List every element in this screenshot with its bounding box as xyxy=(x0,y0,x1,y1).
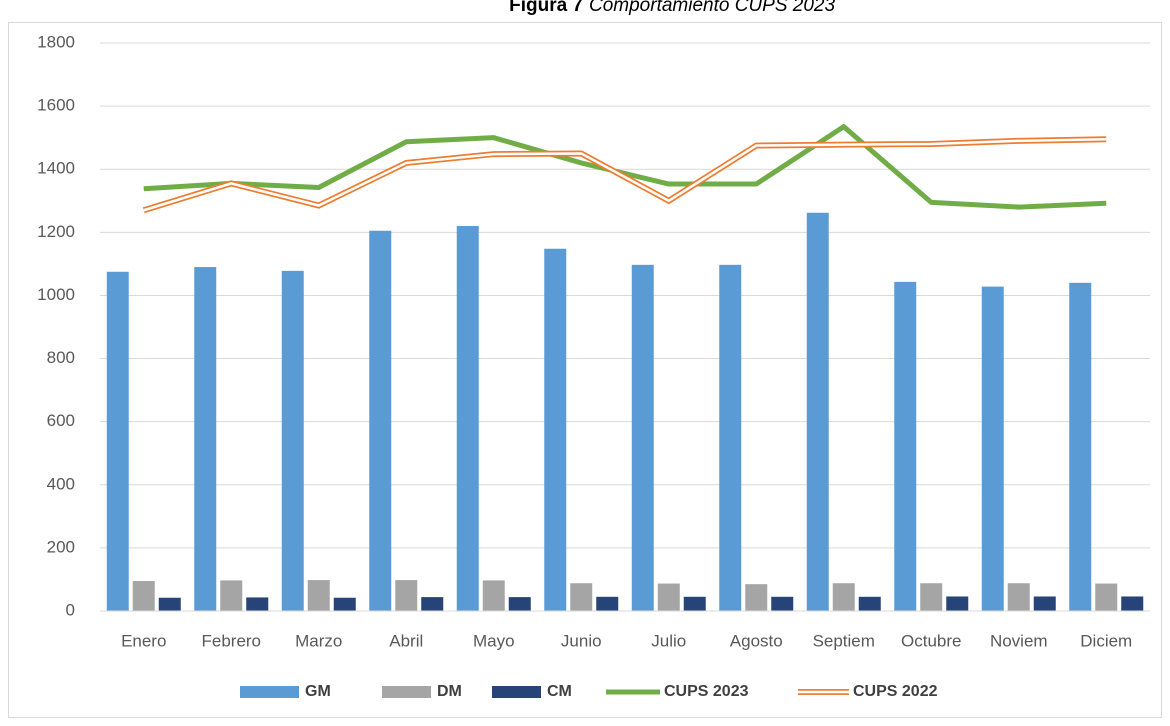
line xyxy=(143,124,1107,210)
x-tick-label: Octubre xyxy=(901,631,961,650)
bar xyxy=(657,583,680,611)
x-tick-label: Abril xyxy=(389,631,423,650)
y-tick-label: 1600 xyxy=(37,96,75,115)
bar xyxy=(194,267,217,611)
y-tick-label: 400 xyxy=(47,474,75,493)
x-tick-label: Noviem xyxy=(990,631,1048,650)
y-tick-label: 0 xyxy=(66,600,75,619)
chart-title: Comportamiento CUPS 2023 xyxy=(589,0,835,16)
legend-swatch xyxy=(382,686,431,698)
bar xyxy=(771,596,794,611)
x-tick-label: Septiem xyxy=(813,631,875,650)
y-tick-label: 1800 xyxy=(37,32,75,51)
y-tick-label: 800 xyxy=(47,348,75,367)
x-tick-label: Diciem xyxy=(1080,631,1132,650)
bar xyxy=(894,281,917,611)
bar xyxy=(333,597,356,611)
bar xyxy=(132,581,155,611)
y-tick-label: 600 xyxy=(47,411,75,430)
bar xyxy=(246,597,269,611)
y-tick-label: 200 xyxy=(47,537,75,556)
bar xyxy=(1095,583,1118,611)
bar xyxy=(858,596,881,611)
y-tick-label: 1200 xyxy=(37,222,75,241)
y-tick-label: 1000 xyxy=(37,285,75,304)
bar xyxy=(570,583,593,611)
bar xyxy=(482,580,505,611)
bar xyxy=(421,597,444,611)
bar xyxy=(596,596,619,611)
bar xyxy=(544,248,567,611)
bar xyxy=(920,583,943,611)
bar xyxy=(456,226,479,611)
x-tick-label: Enero xyxy=(121,631,166,650)
legend-text: GM xyxy=(305,683,331,700)
legend-text: CUPS 2023 xyxy=(664,683,749,700)
legend-swatch xyxy=(240,686,299,698)
bar xyxy=(683,596,706,611)
bar xyxy=(307,580,330,611)
legend-text: DM xyxy=(437,683,462,700)
x-tick-label: Mayo xyxy=(473,631,515,650)
x-tick-label: Agosto xyxy=(730,631,783,650)
bar xyxy=(719,264,742,611)
bar xyxy=(106,271,129,611)
x-tick-label: Marzo xyxy=(295,631,342,650)
bar xyxy=(508,597,531,611)
bar xyxy=(281,270,304,611)
bar xyxy=(981,286,1004,611)
bar xyxy=(806,212,829,611)
bar xyxy=(745,584,768,611)
bar xyxy=(158,597,181,611)
title-label: Figura 7 xyxy=(509,0,583,16)
line-inner xyxy=(143,137,1107,212)
legend-swatch xyxy=(492,686,541,698)
bar xyxy=(832,583,855,611)
bar xyxy=(1033,596,1056,611)
bar xyxy=(1121,596,1144,611)
bar xyxy=(1007,583,1030,611)
bar xyxy=(395,580,418,611)
bar xyxy=(946,596,969,611)
x-tick-label: Febrero xyxy=(201,631,261,650)
bar xyxy=(1069,282,1092,611)
x-tick-label: Julio xyxy=(651,631,686,650)
y-tick-label: 1400 xyxy=(37,159,75,178)
bar xyxy=(220,580,243,611)
bar xyxy=(631,264,654,611)
x-tick-label: Junio xyxy=(561,631,602,650)
bar xyxy=(369,230,392,611)
legend-text: CUPS 2022 xyxy=(853,683,938,700)
legend-text: CM xyxy=(547,683,572,700)
